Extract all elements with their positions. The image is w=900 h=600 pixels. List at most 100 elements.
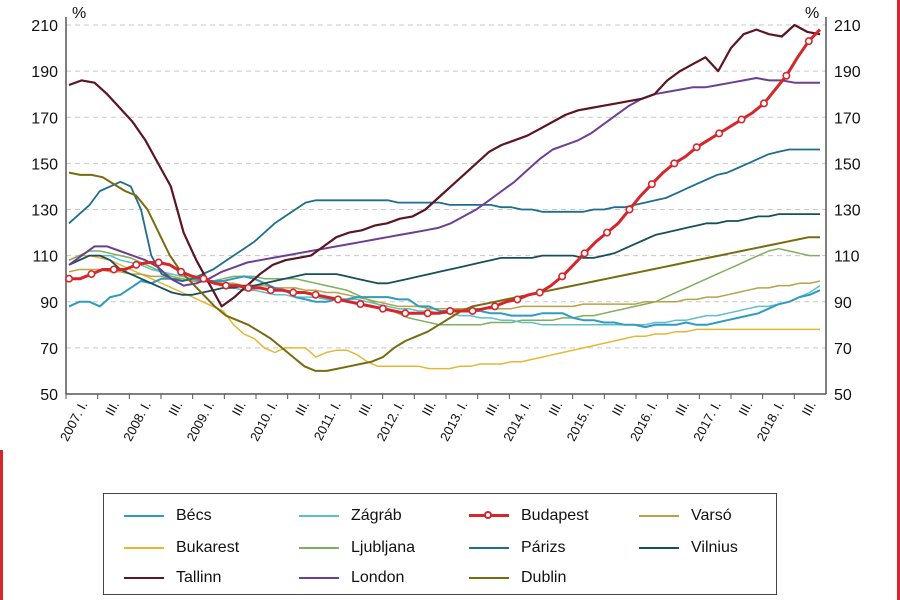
legend-line <box>469 547 509 549</box>
x-tick-label: 2013. I. <box>437 398 471 443</box>
x-tick-label: III. <box>229 398 249 418</box>
series-line-Vilnius <box>68 213 820 296</box>
legend-item: Tallinn <box>124 568 221 588</box>
y-tick-right: 210 <box>834 18 861 35</box>
legend-line <box>124 515 164 517</box>
series-line-Zágráb <box>68 254 821 326</box>
series-point-Budapest <box>289 288 298 297</box>
series-line-Varsó <box>68 268 821 310</box>
axes <box>65 17 827 399</box>
legend-line <box>124 577 164 579</box>
legend-label: Varsó <box>691 507 732 524</box>
legend-line <box>124 547 164 549</box>
legend-item: Vilnius <box>639 538 738 558</box>
y-tick-left: 190 <box>31 64 58 81</box>
series-line-Bukarest <box>68 254 820 370</box>
series-point-Budapest <box>87 270 96 279</box>
legend-label: Budapest <box>521 507 589 524</box>
legend-marker <box>484 511 492 519</box>
legend-swatch <box>469 542 509 554</box>
series-point-Budapest <box>759 99 768 108</box>
legend-line <box>299 547 339 549</box>
y-tick-right: 110 <box>834 249 860 266</box>
series-point-Budapest <box>221 281 230 290</box>
x-tick-label: III. <box>735 398 755 418</box>
series-point-Budapest <box>804 37 813 46</box>
legend-swatch <box>639 510 679 522</box>
x-tick-label: III. <box>292 398 312 418</box>
y-tick-right: 130 <box>834 203 861 220</box>
legend-line <box>639 515 679 517</box>
series-point-Budapest <box>490 302 499 311</box>
legend-swatch <box>299 572 339 584</box>
left-edge-accent <box>0 450 3 600</box>
x-tick-label: 2010. I. <box>247 398 281 443</box>
legend-item: Zágráb <box>299 506 402 526</box>
legend-label: Ljubljana <box>351 539 416 556</box>
y-tick-left: 210 <box>31 18 58 35</box>
legend-swatch <box>469 510 509 522</box>
series-point-Budapest <box>109 265 118 274</box>
series-point-Budapest <box>177 267 186 276</box>
series-point-Budapest <box>334 295 343 304</box>
series-point-Budapest <box>244 283 253 292</box>
series-point-Budapest <box>692 143 701 152</box>
series-line-Párizs <box>68 148 820 282</box>
legend-item: Ljubljana <box>299 538 415 558</box>
right-edge-accent <box>897 0 900 600</box>
series-point-Budapest <box>647 180 656 189</box>
x-tick-label: 2009. I. <box>184 398 218 443</box>
legend-label: Dublin <box>521 569 567 586</box>
series-point-Budapest <box>625 205 634 214</box>
series-point-Budapest <box>356 300 365 309</box>
x-tick-label: 2014. I. <box>500 398 534 443</box>
legend-swatch <box>469 572 509 584</box>
legend-swatch <box>124 542 164 554</box>
x-tick-label: 2007. I. <box>57 398 91 443</box>
series-point-Budapest <box>715 129 724 138</box>
y-tick-right: 50 <box>834 387 852 404</box>
legend-swatch <box>299 542 339 554</box>
series-point-Budapest <box>603 228 612 237</box>
series-point-Budapest <box>311 290 320 299</box>
x-tick-label: 2017. I. <box>690 398 724 443</box>
series-point-Budapest <box>154 258 163 267</box>
y-tick-left: 90 <box>40 295 58 312</box>
legend-label: Tallinn <box>176 569 222 586</box>
series-point-Budapest <box>513 295 522 304</box>
gridlines <box>66 24 826 349</box>
x-tick-label: III. <box>165 398 185 418</box>
x-tick-label: III. <box>799 398 819 418</box>
legend-item: Bécs <box>124 506 212 526</box>
series-point-Budapest <box>65 274 74 283</box>
x-tick-label: III. <box>102 398 122 418</box>
y-tick-right: 90 <box>834 295 852 312</box>
legend-item: Dublin <box>469 568 566 588</box>
y-unit-right: % <box>805 5 819 22</box>
series-point-Budapest <box>558 272 567 281</box>
legend-line <box>639 547 679 549</box>
series-point-Budapest <box>446 306 455 315</box>
y-tick-right: 170 <box>834 110 861 127</box>
legend-label: London <box>351 569 405 586</box>
x-tick-label: III. <box>609 398 629 418</box>
legend-label: Vilnius <box>691 539 738 556</box>
legend-line <box>299 515 339 517</box>
y-tick-left: 50 <box>40 387 58 404</box>
y-tick-left: 110 <box>32 249 58 266</box>
series-line-Dublin <box>68 171 820 372</box>
series-line-Tallinn <box>68 23 821 308</box>
series-point-Budapest <box>737 115 746 124</box>
series-point-Budapest <box>535 288 544 297</box>
y-tick-right: 190 <box>834 64 861 81</box>
legend-swatch <box>299 510 339 522</box>
y-tick-left: 170 <box>31 110 58 127</box>
series-point-Budapest <box>266 286 275 295</box>
x-tick-label: 2015. I. <box>564 398 598 443</box>
legend-item: Párizs <box>469 538 565 558</box>
y-unit-left: % <box>72 5 86 22</box>
series-point-Budapest <box>199 274 208 283</box>
y-tick-left: 150 <box>31 156 58 173</box>
series-lines <box>65 23 822 372</box>
x-tick-label: 2018. I. <box>754 398 788 443</box>
